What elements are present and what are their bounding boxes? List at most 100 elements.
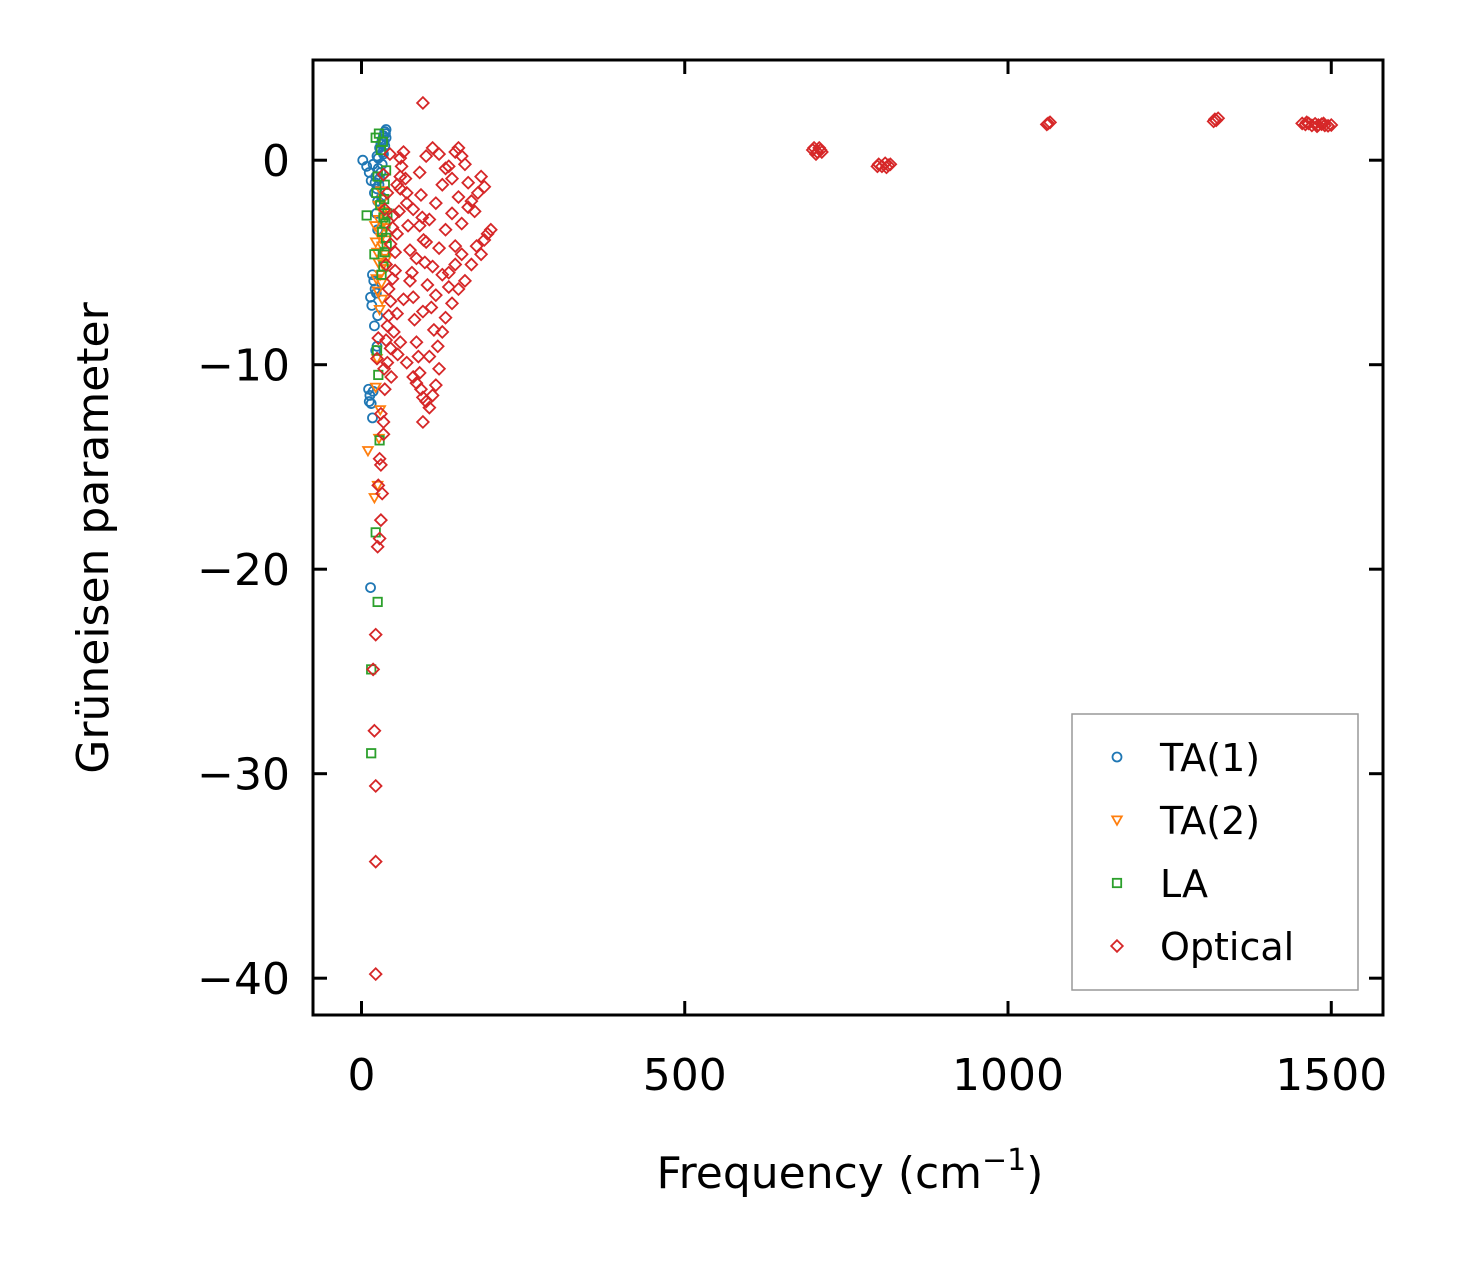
- data-point: [386, 208, 401, 223]
- data-point: [435, 267, 450, 282]
- data-point: [386, 324, 401, 340]
- data-point: [372, 596, 383, 608]
- data-point: [879, 160, 894, 175]
- data-point: [383, 294, 398, 309]
- data-point: [1324, 117, 1339, 133]
- data-point: [396, 292, 411, 307]
- data-point: [444, 296, 460, 311]
- data-point: [383, 236, 398, 252]
- legend-entry: LA: [1111, 862, 1208, 906]
- data-point: [368, 221, 382, 233]
- data-point: [1316, 116, 1331, 131]
- legend-marker: [1111, 751, 1123, 763]
- data-point: [375, 486, 390, 501]
- data-point: [368, 778, 383, 794]
- data-point: [404, 265, 419, 280]
- data-point: [380, 355, 395, 370]
- data-point: [428, 196, 443, 211]
- data-point: [441, 159, 456, 174]
- data-point: [376, 167, 391, 182]
- data-point: [399, 185, 414, 200]
- data-point: [396, 144, 411, 160]
- data-point: [1299, 115, 1314, 130]
- data-point: [377, 136, 388, 147]
- data-point: [367, 412, 378, 424]
- data-point: [425, 259, 440, 274]
- data-point: [370, 287, 382, 299]
- data-point: [426, 322, 441, 338]
- data-point: [451, 189, 466, 205]
- data-point: [393, 181, 408, 196]
- data-point: [412, 218, 427, 233]
- data-point: [412, 365, 427, 380]
- data-point: [441, 279, 456, 295]
- data-point: [372, 171, 383, 182]
- data-point: [368, 854, 383, 869]
- data-point: [1039, 117, 1054, 132]
- data-point: [411, 349, 426, 364]
- data-point: [381, 281, 396, 297]
- data-point: [375, 294, 389, 306]
- legend-entry: Optical: [1109, 925, 1294, 969]
- data-point: [393, 151, 408, 166]
- data-point: [422, 349, 437, 364]
- data-point: [376, 427, 391, 442]
- data-point: [419, 234, 434, 250]
- data-point: [461, 175, 476, 190]
- data-point: [407, 312, 422, 327]
- x-tick-label: 1500: [1275, 1050, 1387, 1101]
- data-point: [1309, 119, 1325, 134]
- data-point: [361, 446, 375, 458]
- data-point: [444, 206, 460, 221]
- data-point: [448, 239, 463, 254]
- legend: TA(1) TA(2) LA Optical: [1071, 713, 1359, 991]
- y-tick-label: −10: [197, 341, 290, 392]
- data-point: [373, 513, 388, 528]
- data-point: [454, 149, 469, 164]
- y-axis-label: Grüneisen parameter: [68, 301, 119, 773]
- y-tick-label: −40: [197, 954, 290, 1005]
- data-point: [812, 140, 827, 156]
- data-point: [420, 277, 435, 293]
- data-point: [464, 194, 479, 209]
- tick-labels: 0 500 1000 1500 0 −10 −20 −30 −40: [197, 136, 1387, 1101]
- data-point: [428, 288, 443, 303]
- data-point: [431, 146, 447, 162]
- data-point: [469, 239, 484, 254]
- data-point: [368, 493, 381, 505]
- data-point: [406, 369, 421, 385]
- x-tick-label: 1000: [952, 1050, 1064, 1101]
- data-point: [425, 388, 440, 403]
- data-point: [388, 263, 403, 278]
- data-point: [483, 222, 498, 237]
- data-point: [366, 748, 377, 759]
- data-point: [477, 179, 492, 194]
- data-point: [373, 369, 384, 381]
- data-point: [464, 257, 479, 272]
- data-point: [415, 414, 430, 430]
- data-point: [412, 165, 427, 180]
- data-point: [369, 382, 383, 394]
- data-point: [378, 257, 394, 272]
- data-point: [372, 451, 387, 466]
- x-tick-label: 500: [643, 1050, 727, 1101]
- data-point: [474, 169, 489, 184]
- data-point: [365, 582, 376, 594]
- data-point: [384, 369, 399, 385]
- legend-label: LA: [1160, 862, 1208, 906]
- data-point: [373, 457, 388, 472]
- data-point: [430, 339, 445, 354]
- data-point: [415, 304, 430, 319]
- data-point: [369, 320, 380, 332]
- data-point: [431, 361, 447, 376]
- data-point: [402, 273, 418, 288]
- data-point: [1320, 118, 1336, 133]
- data-point: [393, 335, 408, 350]
- legend-label: TA(2): [1159, 799, 1260, 843]
- y-tick-label: −20: [197, 545, 290, 596]
- data-point: [382, 146, 398, 162]
- data-point: [402, 243, 418, 258]
- data-point: [369, 351, 385, 366]
- data-point: [378, 333, 394, 348]
